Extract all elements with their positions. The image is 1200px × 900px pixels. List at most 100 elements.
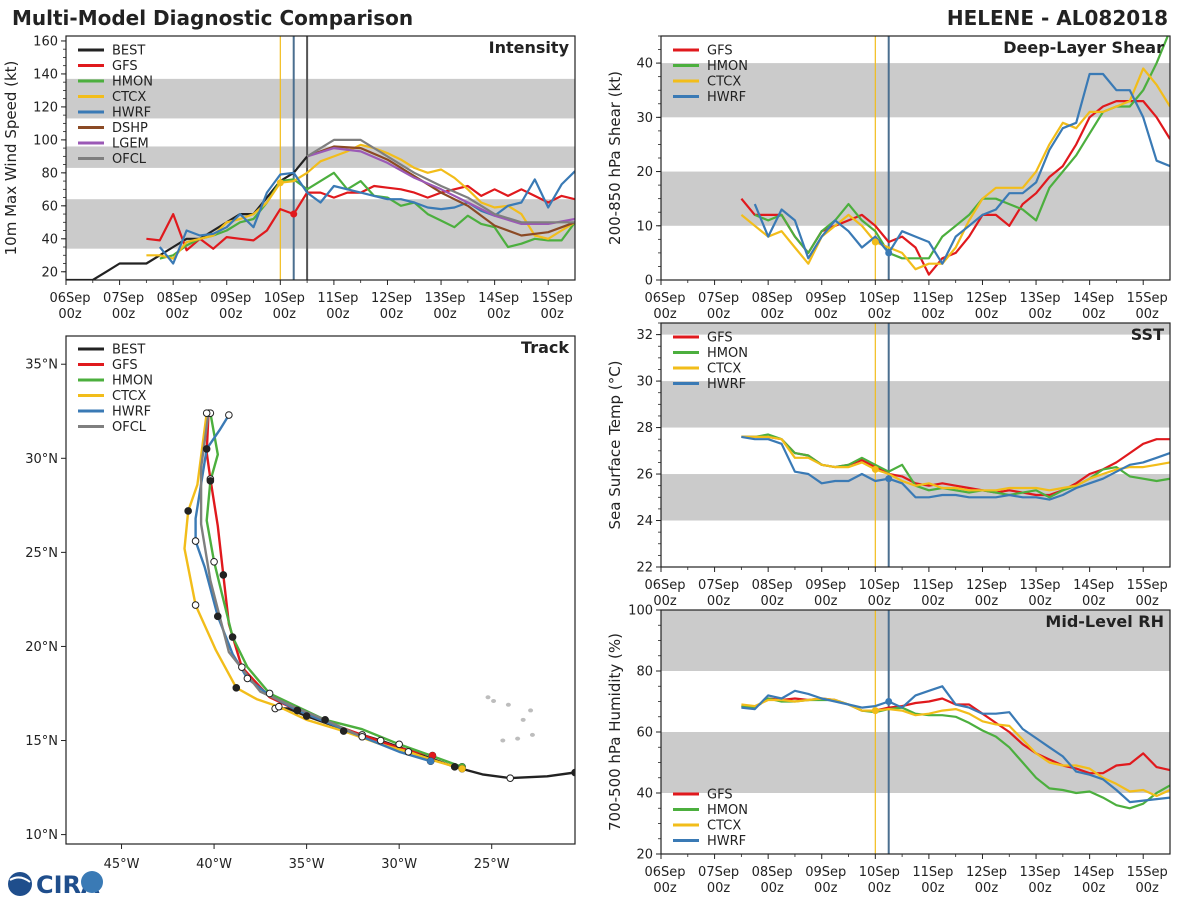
rh-xtick-date-7: 13Sep: [1020, 865, 1061, 880]
sst-ytick-label-24: 24: [636, 514, 653, 529]
intensity-xtick-hour-7: 00z: [433, 307, 457, 322]
intensity-series-lgem: [306, 147, 575, 225]
shear-legend-label-gfs: GFS: [707, 44, 733, 59]
track-start-gfs: [428, 751, 437, 760]
intensity-xtick-date-4: 10Sep: [264, 291, 305, 306]
track-point-hwrf-6: [243, 674, 252, 683]
intensity-xtick-date-5: 11Sep: [317, 291, 358, 306]
track-ytick-label-1: 15°N: [25, 734, 58, 749]
intensity-xtick-hour-8: 00z: [487, 307, 511, 322]
track-legend-label-ctcx: CTCX: [112, 389, 146, 404]
shear-series-hmon: [754, 36, 1169, 260]
intensity-xtick-hour-5: 00z: [326, 307, 350, 322]
intensity-ytick-label-160: 160: [33, 34, 58, 49]
sst-ylabel: Sea Surface Temp (°C): [606, 360, 624, 529]
intensity-series-dshp: [306, 145, 575, 237]
track-point-hmon-2: [395, 740, 403, 749]
intensity-xtick-date-6: 12Sep: [371, 291, 412, 306]
sst-xtick-date-4: 10Sep: [859, 578, 900, 593]
intensity-legend-label-dshp: DSHP: [112, 121, 148, 136]
track-point-hwrf-14: [225, 411, 233, 419]
track-point-hmon-8: [228, 633, 237, 641]
track-point-ctcx-10: [191, 601, 200, 609]
track-island-0: [485, 695, 491, 700]
sst-ytick-label-32: 32: [636, 328, 653, 343]
shear-xtick-date-4: 10Sep: [859, 291, 900, 306]
storm-id: HELENE - AL082018: [947, 6, 1168, 30]
track-series-hmon: [205, 412, 463, 769]
sst-xtick-hour-5: 00z: [921, 594, 945, 609]
track-series-ofcl: [199, 412, 363, 738]
shear-ylabel: 200-850 hPa Shear (kt): [606, 71, 624, 245]
track-point-best-6: [376, 736, 385, 745]
shear-xtick-date-2: 08Sep: [752, 291, 793, 306]
intensity-xtick-hour-6: 00z: [380, 307, 404, 322]
shear-xtick-hour-5: 00z: [921, 307, 945, 322]
shear-panel: 01020304006Sep00z07Sep00z08Sep00z09Sep00…: [606, 35, 1171, 322]
track-point-hwrf-2: [358, 732, 366, 741]
track-point-hwrf-12: [202, 445, 211, 453]
track-xtick-label-1: 40°W: [196, 857, 232, 872]
shear-ytick-label-10: 10: [636, 219, 653, 234]
sst-ytick-label-28: 28: [636, 421, 653, 436]
track-legend-label-hmon: HMON: [112, 374, 153, 389]
rh-title: Mid-Level RH: [1045, 612, 1164, 631]
rh-ytick-label-80: 80: [636, 665, 653, 680]
logo-swirl-icon: [9, 876, 31, 883]
rh-legend-label-hwrf: HWRF: [707, 834, 746, 849]
shear-xtick-date-3: 09Sep: [805, 291, 846, 306]
sst-legend-label-gfs: GFS: [707, 331, 733, 346]
intensity-xtick-hour-9: 00z: [541, 307, 565, 322]
track-point-hmon-6: [265, 689, 274, 698]
rh-band-1: [661, 610, 1170, 671]
rh-xtick-date-3: 09Sep: [805, 865, 846, 880]
shear-legend-label-ctcx: CTCX: [707, 75, 741, 90]
track-point-hmon-12: [206, 477, 215, 485]
track-island-5: [515, 736, 521, 741]
sst-xtick-date-8: 14Sep: [1073, 578, 1114, 593]
track-point-best-0: [571, 768, 575, 777]
intensity-xtick-date-2: 08Sep: [157, 291, 198, 306]
sst-xtick-hour-6: 00z: [975, 594, 999, 609]
intensity-xtick-hour-2: 00z: [165, 307, 189, 322]
track-point-ctcx-6: [275, 702, 283, 711]
intensity-legend-label-hmon: HMON: [112, 75, 153, 90]
intensity-init-point-gfs: [290, 210, 298, 218]
intensity-legend-label-best: BEST: [112, 44, 145, 59]
shear-legend-label-hmon: HMON: [707, 59, 748, 74]
sst-xtick-date-6: 12Sep: [966, 578, 1007, 593]
track-series-gfs: [205, 413, 433, 757]
shear-title: Deep-Layer Shear: [1003, 38, 1164, 57]
track-ytick-label-3: 25°N: [25, 546, 58, 561]
rh-ytick-label-40: 40: [636, 787, 653, 802]
rh-xtick-date-8: 14Sep: [1073, 865, 1114, 880]
shear-band-0: [661, 171, 1170, 226]
sst-legend-label-hwrf: HWRF: [707, 377, 746, 392]
rh-init-point-ctcx: [871, 707, 879, 715]
intensity-init-point-ctcx: [276, 179, 284, 187]
sst-band-1: [661, 381, 1170, 428]
track-series-hwrf: [194, 414, 431, 763]
shear-xtick-hour-2: 00z: [760, 307, 784, 322]
intensity-title: Intensity: [489, 38, 570, 57]
sst-init-point-ctcx: [871, 465, 879, 473]
cira-logo: CIRA: [8, 871, 103, 899]
sst-xtick-hour-9: 00z: [1136, 594, 1160, 609]
track-point-hwrf-4: [293, 706, 302, 715]
rh-ytick-label-20: 20: [636, 848, 653, 863]
sst-xtick-date-0: 06Sep: [644, 578, 685, 593]
track-start-hwrf: [427, 757, 435, 765]
sst-xtick-hour-0: 00z: [653, 594, 677, 609]
intensity-ytick-label-60: 60: [41, 199, 58, 214]
intensity-ytick-label-100: 100: [33, 133, 58, 148]
track-point-hwrf-10: [191, 537, 200, 545]
rh-legend-label-ctcx: CTCX: [707, 819, 741, 834]
sst-series-ctcx: [741, 435, 1170, 492]
logo-globe-icon: [8, 872, 32, 896]
shear-xtick-date-9: 15Sep: [1127, 291, 1168, 306]
sst-xtick-hour-2: 00z: [760, 594, 784, 609]
shear-series-hwrf: [753, 72, 1170, 265]
intensity-ytick-label-80: 80: [41, 166, 58, 181]
shear-ytick-label-0: 0: [645, 274, 653, 289]
shear-init-point-hwrf: [885, 249, 893, 257]
